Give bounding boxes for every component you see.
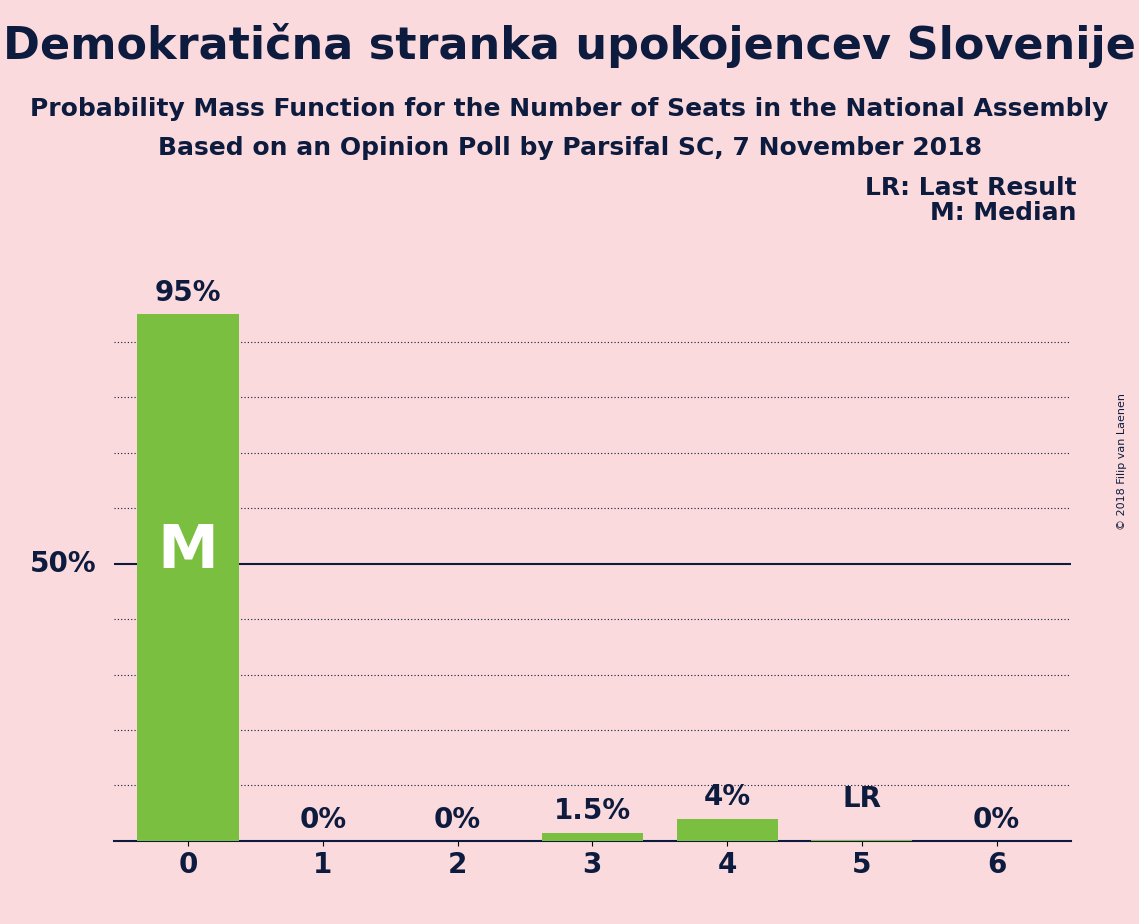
Text: 95%: 95% bbox=[155, 279, 221, 307]
Bar bbox=[542, 833, 642, 841]
Text: 0%: 0% bbox=[973, 806, 1021, 833]
Text: LR: LR bbox=[842, 785, 882, 813]
Text: 4%: 4% bbox=[704, 784, 751, 811]
Text: M: M bbox=[157, 522, 219, 580]
Text: LR: Last Result: LR: Last Result bbox=[865, 176, 1076, 200]
Text: Based on an Opinion Poll by Parsifal SC, 7 November 2018: Based on an Opinion Poll by Parsifal SC,… bbox=[157, 136, 982, 160]
Text: © 2018 Filip van Laenen: © 2018 Filip van Laenen bbox=[1117, 394, 1126, 530]
Text: 0%: 0% bbox=[434, 806, 481, 833]
Text: Demokratična stranka upokojencev Slovenije: Demokratična stranka upokojencev Sloveni… bbox=[3, 23, 1136, 68]
Text: 50%: 50% bbox=[31, 550, 97, 578]
Bar bbox=[138, 314, 238, 841]
Bar bbox=[677, 819, 778, 841]
Text: M: Median: M: Median bbox=[929, 201, 1076, 225]
Bar bbox=[811, 840, 912, 841]
Text: 1.5%: 1.5% bbox=[554, 797, 631, 825]
Text: Probability Mass Function for the Number of Seats in the National Assembly: Probability Mass Function for the Number… bbox=[31, 97, 1108, 121]
Text: 0%: 0% bbox=[300, 806, 346, 833]
